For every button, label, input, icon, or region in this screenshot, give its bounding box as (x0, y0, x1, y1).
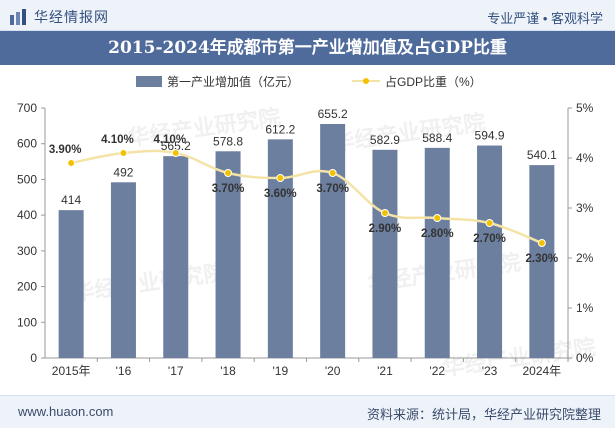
x-tick-label: 2024年 (522, 364, 561, 378)
website-url: www.huaon.com (18, 404, 114, 419)
x-tick-label: 2015年 (52, 364, 91, 378)
legend-bar-swatch (136, 76, 162, 87)
y-left-tick-label: 300 (17, 244, 37, 258)
ratio-value-label: 2.30% (526, 253, 559, 265)
ratio-value-label: 4.10% (101, 134, 134, 146)
combo-chart: 华经产业研究院华经产业研究院华经产业研究院华经产业研究院华经产业研究院第一产业增… (17, 74, 597, 381)
y-right-tick-label: 0% (576, 351, 594, 365)
bar-value-label: 655.2 (318, 107, 348, 121)
y-left-tick-label: 0 (30, 351, 37, 365)
ratio-value-label: 2.90% (369, 223, 402, 235)
ratio-value-label: 2.80% (421, 228, 454, 240)
ratio-point (276, 174, 285, 182)
bar-value-label: 582.9 (370, 133, 400, 147)
y-left-tick-label: 100 (17, 315, 37, 329)
ratio-point (537, 239, 546, 247)
bar-value-label: 414 (61, 193, 81, 207)
bar (477, 145, 503, 358)
x-tick-label: '21 (377, 364, 393, 378)
y-left-tick-label: 200 (17, 280, 37, 294)
bar (320, 124, 346, 358)
x-tick-label: '23 (482, 364, 498, 378)
ratio-point (171, 149, 180, 157)
bar-value-label: 588.4 (422, 131, 452, 145)
ratio-point (328, 169, 337, 177)
slogan: 专业严谨 • 客观科学 (487, 11, 603, 26)
ratio-point (67, 159, 76, 167)
bar-value-label: 492 (113, 165, 133, 179)
ratio-value-label: 3.70% (316, 183, 349, 195)
chart-area: 华经产业研究院华经产业研究院华经产业研究院华经产业研究院华经产业研究院第一产业增… (0, 65, 615, 395)
brand-name: 华经情报网 (34, 9, 109, 25)
bar-value-label: 594.9 (475, 129, 505, 143)
legend-bar-label: 第一产业增加值（亿元） (167, 74, 299, 89)
x-tick-label: '20 (325, 364, 341, 378)
ratio-value-label: 3.90% (49, 144, 82, 156)
y-left-tick-label: 500 (17, 172, 37, 186)
x-tick-label: '18 (220, 364, 236, 378)
y-right-tick-label: 5% (576, 101, 594, 115)
legend-line-label: 占GDP比重（%） (385, 74, 482, 89)
y-left-tick-label: 400 (17, 208, 37, 222)
brand-logo: 华经情报网 (10, 7, 109, 27)
chart-title: 2015-2024年成都市第一产业增加值及占GDP比重 (0, 31, 615, 65)
ratio-value-label: 3.70% (212, 183, 245, 195)
x-tick-label: '16 (116, 364, 132, 378)
ratio-point (119, 149, 128, 157)
watermark-text: 华经产业研究院 (126, 104, 282, 150)
y-right-tick-label: 2% (576, 251, 594, 265)
bar-value-label: 540.1 (527, 148, 557, 162)
bar (58, 210, 84, 358)
bar (529, 165, 555, 358)
bar (215, 151, 241, 358)
ratio-value-label: 4.10% (153, 134, 186, 146)
bar (110, 182, 136, 358)
bar-value-label: 578.8 (213, 134, 243, 148)
ratio-point (380, 209, 389, 217)
y-right-tick-label: 3% (576, 201, 594, 215)
bar (267, 139, 293, 358)
x-tick-label: '17 (168, 364, 184, 378)
source-note: 资料来源：统计局，华经产业研究院整理 (366, 407, 601, 422)
bar (424, 147, 450, 358)
legend-line-marker (363, 78, 369, 84)
brand-logo-icon (10, 9, 26, 25)
y-left-tick-label: 700 (17, 101, 37, 115)
bottom-bar: www.huaon.com 资料来源：统计局，华经产业研究院整理 (0, 395, 615, 428)
y-right-tick-label: 1% (576, 301, 594, 315)
ratio-value-label: 2.70% (473, 233, 506, 245)
x-tick-label: '22 (429, 364, 445, 378)
bar-value-label: 612.2 (265, 122, 295, 136)
bar (163, 156, 189, 358)
ratio-point (224, 169, 233, 177)
bar-value-label: 565.2 (161, 139, 191, 153)
ratio-value-label: 3.60% (264, 188, 297, 200)
watermark-text: 华经产业研究院 (71, 259, 227, 305)
y-left-tick-label: 600 (17, 137, 37, 151)
top-bar: 华经情报网 专业严谨 • 客观科学 (0, 0, 615, 31)
ratio-point (485, 219, 494, 227)
x-tick-label: '19 (273, 364, 289, 378)
ratio-point (433, 214, 442, 222)
y-right-tick-label: 4% (576, 151, 594, 165)
watermark-text: 华经产业研究院 (331, 109, 487, 155)
ratio-line (70, 149, 543, 245)
bar (372, 149, 398, 358)
